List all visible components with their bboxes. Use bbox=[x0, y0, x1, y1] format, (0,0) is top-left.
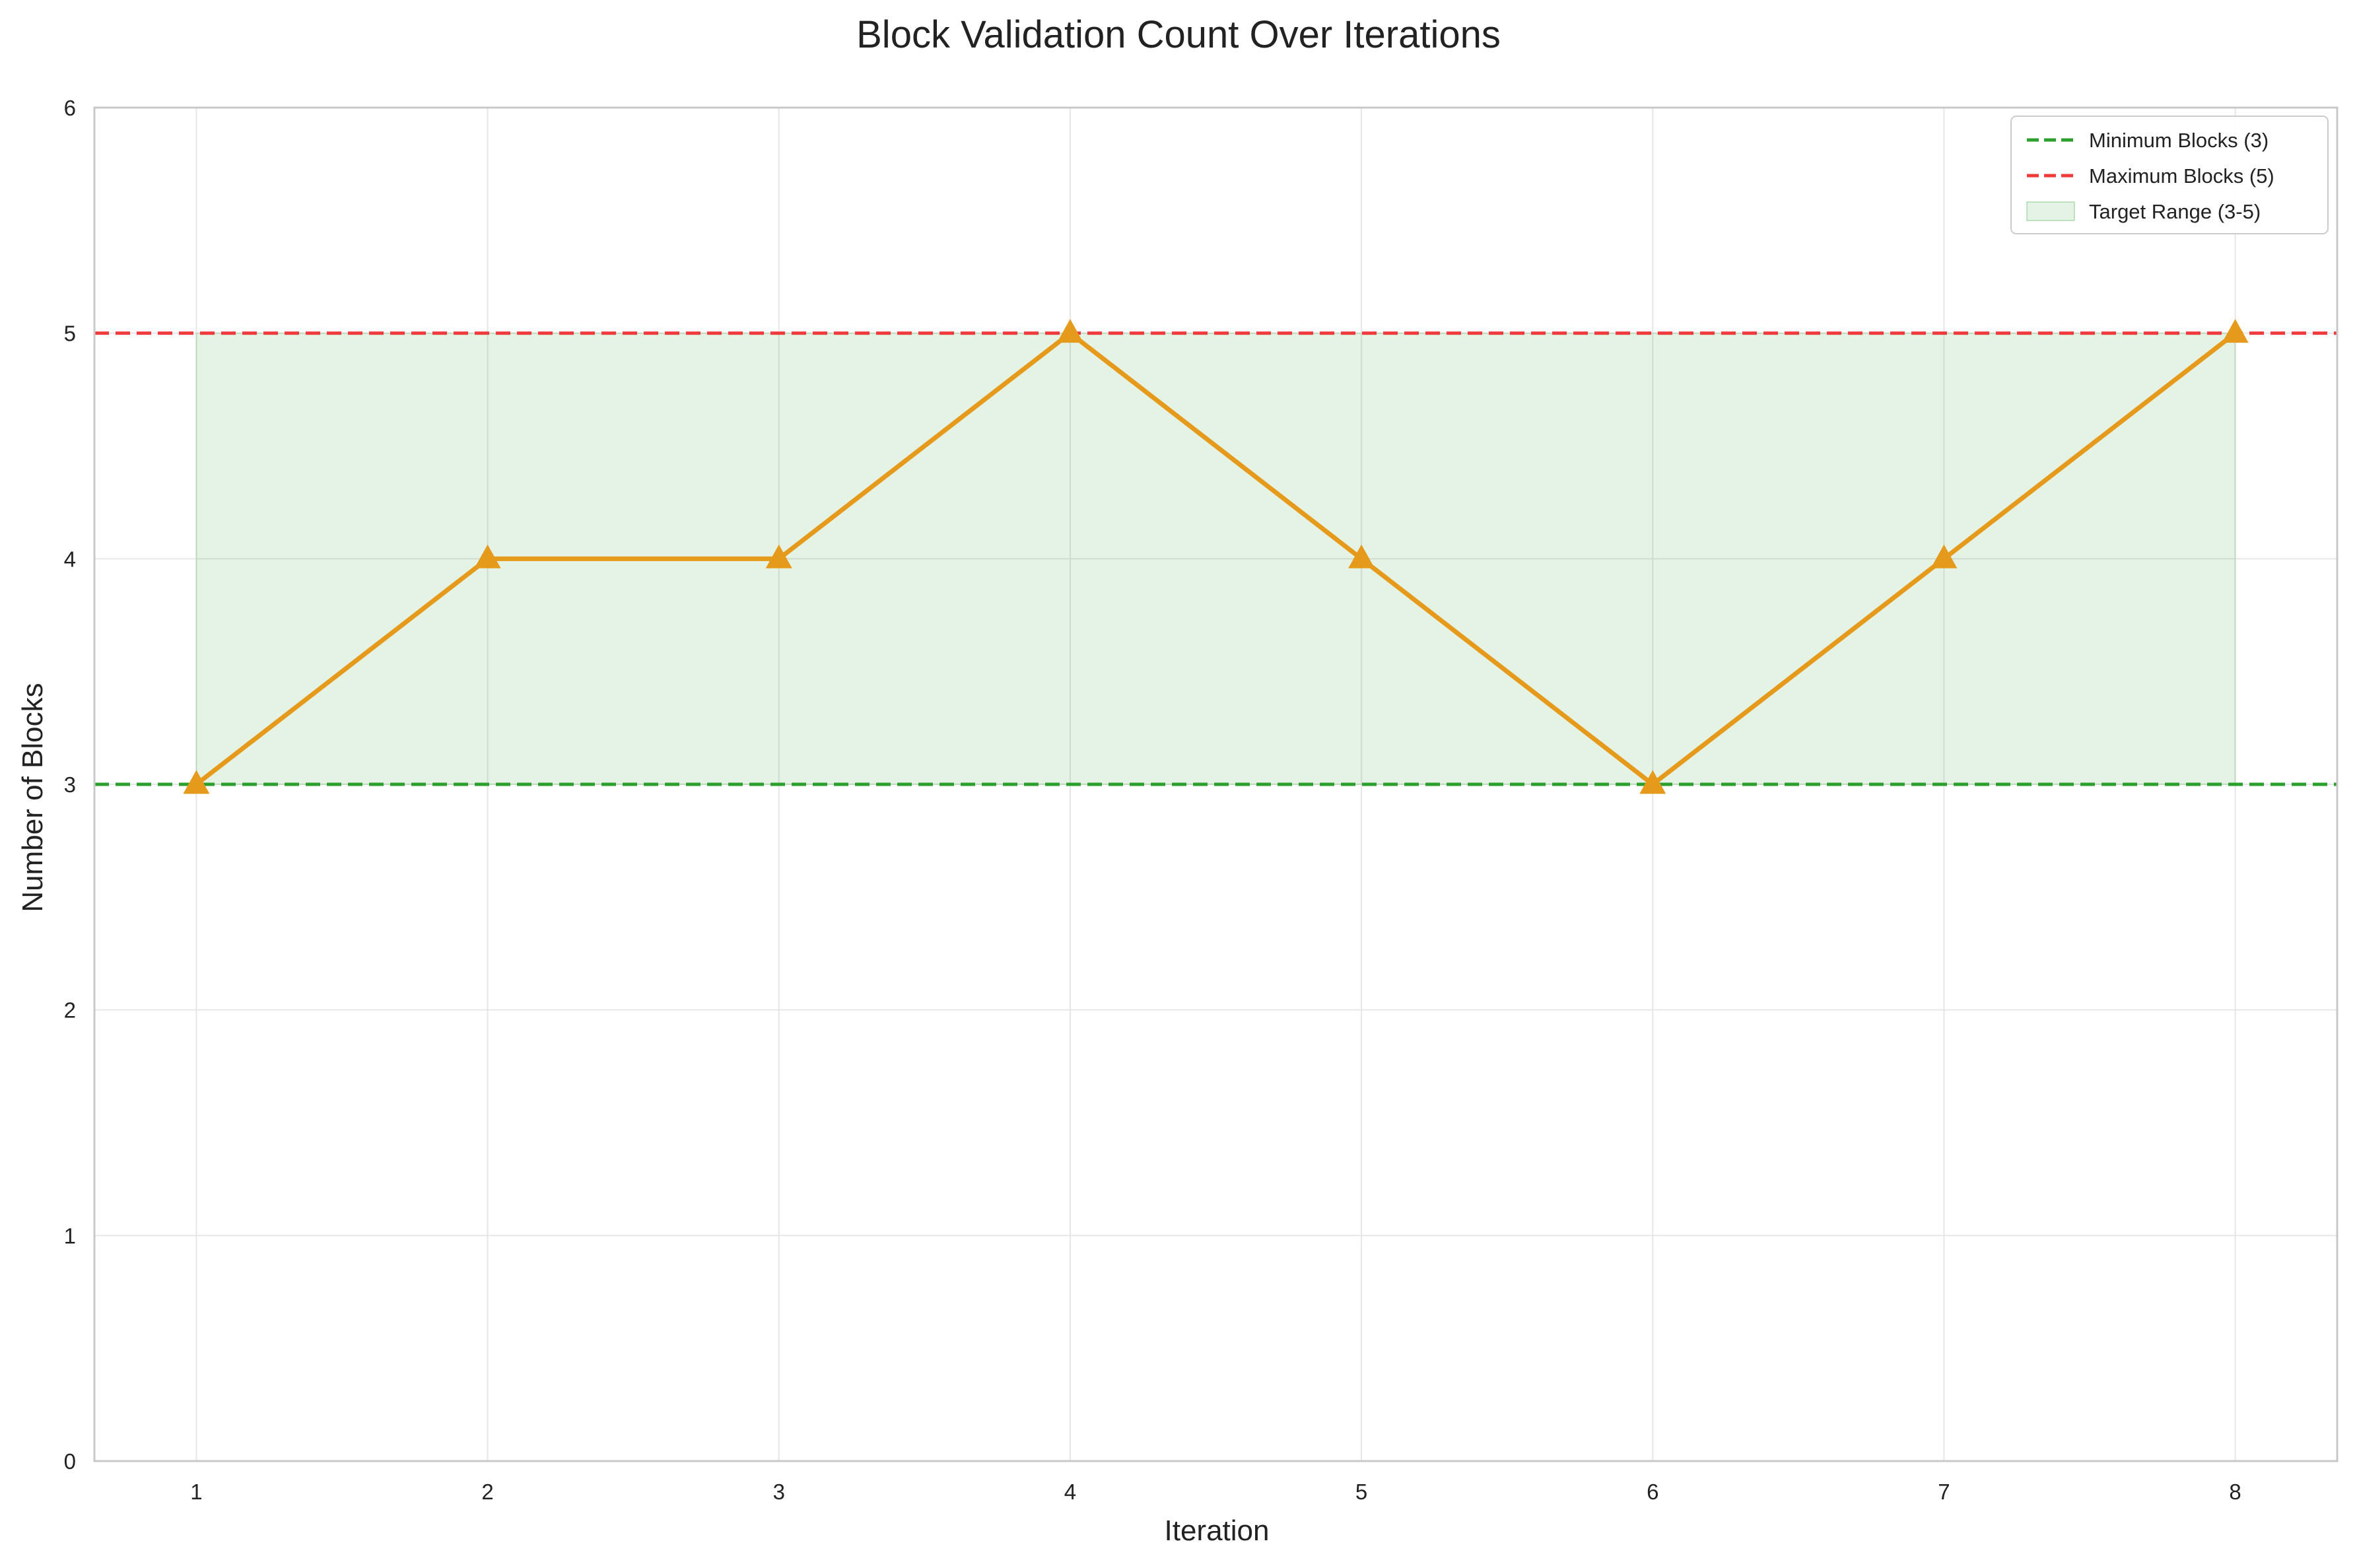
series-line bbox=[195, 331, 2237, 787]
y-tick-label: 1 bbox=[64, 1223, 76, 1248]
legend-min-label: Minimum Blocks (3) bbox=[2089, 129, 2269, 152]
y-tick-label: 2 bbox=[64, 998, 76, 1023]
y-axis-label: Number of Blocks bbox=[17, 683, 49, 912]
chart-title: Block Validation Count Over Iterations bbox=[856, 13, 1501, 56]
y-tick-label: 3 bbox=[64, 772, 76, 797]
x-tick-label: 5 bbox=[1355, 1480, 1367, 1504]
x-tick-label: 3 bbox=[773, 1480, 785, 1504]
tick-labels: 1 2 3 4 5 6 7 8 0 1 2 3 4 5 6 bbox=[64, 96, 2241, 1504]
data-point-marker bbox=[1056, 319, 1083, 343]
x-tick-label: 6 bbox=[1647, 1480, 1658, 1504]
y-tick-label: 5 bbox=[64, 322, 76, 346]
data-point-marker bbox=[183, 770, 210, 794]
reference-lines bbox=[94, 331, 2337, 786]
data-point-marker bbox=[765, 544, 792, 568]
y-tick-label: 0 bbox=[64, 1449, 76, 1474]
x-tick-label: 7 bbox=[1938, 1480, 1950, 1504]
data-point-marker bbox=[1930, 544, 1958, 568]
data-point-marker bbox=[2222, 319, 2249, 343]
x-axis-label: Iteration bbox=[1165, 1515, 1270, 1547]
legend-band-label: Target Range (3-5) bbox=[2089, 200, 2261, 223]
x-tick-label: 1 bbox=[190, 1480, 202, 1504]
plot-frame bbox=[93, 106, 2339, 1462]
legend-box bbox=[2010, 116, 2329, 234]
x-tick-label: 8 bbox=[2229, 1480, 2241, 1504]
legend-max-label: Maximum Blocks (5) bbox=[2089, 164, 2274, 187]
data-point-marker bbox=[1348, 544, 1375, 568]
legend-band-swatch bbox=[2026, 201, 2075, 221]
data-point-marker bbox=[1639, 770, 1666, 794]
series-layer bbox=[183, 319, 2249, 794]
legend: Minimum Blocks (3) Maximum Blocks (5) Targ… bbox=[2010, 116, 2329, 234]
y-tick-label: 4 bbox=[64, 547, 76, 571]
x-tick-label: 4 bbox=[1064, 1480, 1076, 1504]
y-tick-label: 6 bbox=[64, 96, 76, 120]
data-point-marker bbox=[474, 544, 501, 568]
x-tick-label: 2 bbox=[481, 1480, 493, 1504]
